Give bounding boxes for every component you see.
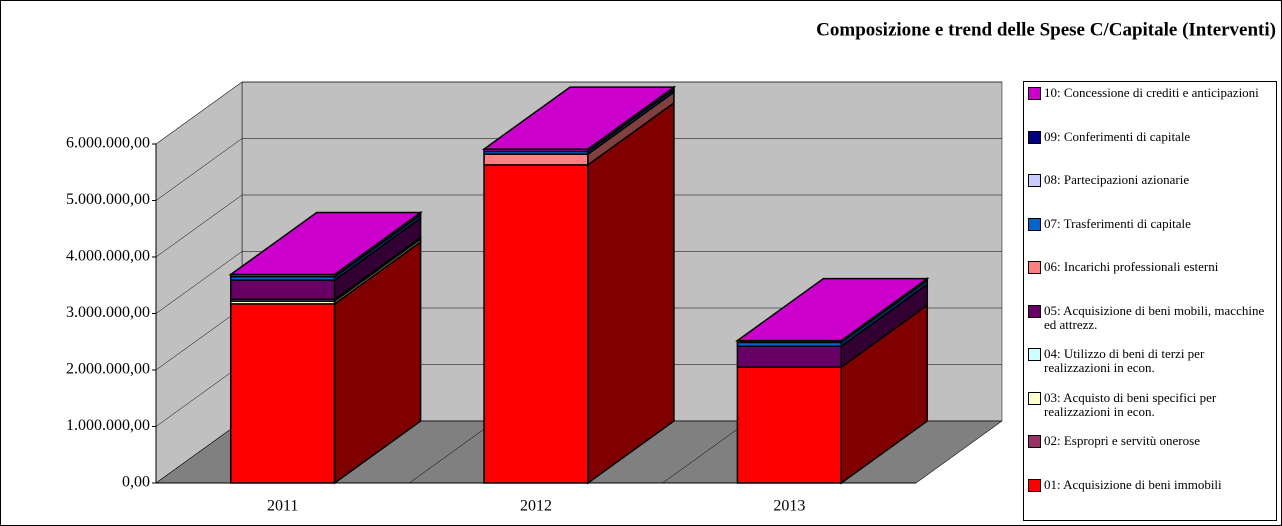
y-tick-label: 0,00 [122,474,150,491]
legend-swatch [1028,87,1041,100]
x-tick-label: 2011 [267,498,298,515]
legend-swatch [1028,304,1041,318]
legend-swatch [1028,261,1041,274]
legend-item: 07: Trasferimenti di capitale [1028,215,1272,261]
y-tick-label: 3.000.000,00 [66,304,150,321]
legend-swatch [1028,174,1041,187]
legend-swatch [1028,391,1041,405]
legend-label: 07: Trasferimenti di capitale [1044,215,1191,231]
y-tick-label: 4.000.000,00 [66,248,150,265]
legend: 10: Concessione di crediti e anticipazio… [1023,81,1277,521]
bar-front [483,164,589,484]
bar-top [735,277,930,342]
legend-swatch [1028,130,1041,144]
legend-swatch [1028,478,1041,492]
bar-segment [229,240,422,485]
legend-label: 01: Acquisizione di beni immobili [1044,476,1222,492]
bar-segment [228,211,423,279]
bar-front [229,279,336,301]
legend-item: 02: Espropri e servitù onerose [1028,434,1272,478]
y-tick-label: 2.000.000,00 [66,361,150,378]
x-divider [409,420,496,484]
x-tick-label: 2012 [520,498,552,515]
bar-segment [481,85,677,153]
legend-label: 02: Espropri e servitù onerose [1044,433,1200,448]
bar-segment [736,282,929,369]
grid-line [155,194,1002,258]
legend-item: 06: Incarichi professionali esterni [1028,260,1272,304]
y-tick-label: 5.000.000,00 [66,191,150,208]
x-divider [915,420,1003,484]
legend-swatch [1028,348,1041,361]
grid-line [155,251,1002,314]
legend-label: 08: Partecipazioni azionarie [1044,172,1190,187]
bar-front [736,345,843,368]
bar-side [587,101,675,485]
bar-front [483,153,589,166]
legend-label: 10: Concessione di crediti e anticipazio… [1044,85,1259,100]
bar-segment [483,90,675,167]
legend-item: 05: Acquisizione di beni mobili, macchin… [1028,302,1272,348]
legend-item: 09: Conferimenti di capitale [1028,128,1272,174]
y-tick-label: 6.000.000,00 [66,135,150,152]
legend-item: 10: Concessione di crediti e anticipazio… [1028,86,1272,130]
bar-top [481,86,677,150]
legend-swatch [1028,217,1041,231]
legend-label: 04: Utilizzo di beni di terzi per realiz… [1044,346,1205,375]
bar-front [229,303,336,484]
legend-swatch [1028,435,1041,448]
bar-top [228,211,423,276]
x-divider [155,420,243,484]
bar-segment [483,101,675,485]
legend-label: 05: Acquisizione di beni mobili, macchin… [1044,302,1265,332]
legend-label: 09: Conferimenti di capitale [1044,128,1191,144]
grid-line [155,138,1002,201]
grid-line [155,81,1002,145]
legend-label: 06: Incarichi professionali esterni [1044,259,1219,274]
y-tick-label: 1.000.000,00 [66,417,150,434]
bar-front [736,366,843,484]
x-tick-label: 2013 [773,498,805,515]
legend-label: 03: Acquisto di beni specifici per reali… [1044,389,1217,419]
bar-segment [229,216,422,301]
legend-item: 08: Partecipazioni azionarie [1028,173,1272,217]
x-divider [662,420,749,484]
bar-segment [735,277,930,344]
legend-item: 04: Utilizzo di beni di terzi per realiz… [1028,347,1272,391]
legend-item: 03: Acquisto di beni specifici per reali… [1028,389,1272,435]
chart-title: Composizione e trend delle Spese C/Capit… [816,19,1276,40]
legend-item: 01: Acquisizione di beni immobili [1028,476,1272,522]
